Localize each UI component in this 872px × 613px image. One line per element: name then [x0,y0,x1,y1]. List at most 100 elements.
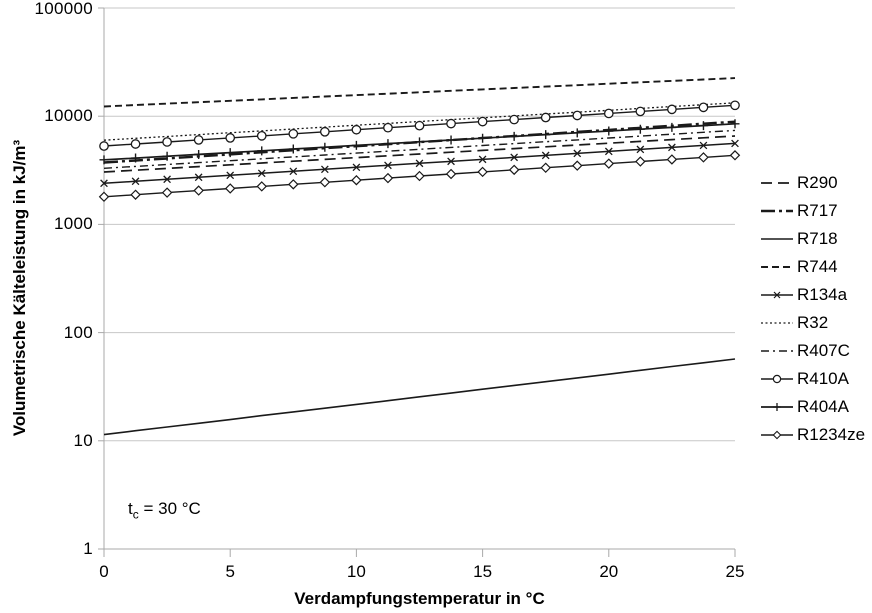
legend-item-R404A: R404A [760,397,849,417]
series-line-R744 [103,77,736,108]
series-R404A-marker-plus [194,149,204,159]
legend-line-sample-R32 [761,322,793,324]
series-R134a-marker-x [226,171,235,180]
legend-label-R134a: R134a [797,285,848,304]
series-R134a-marker-x [257,169,266,178]
series-R134a-marker-x [100,179,108,188]
legend-label-R404A: R404A [797,397,849,416]
y-tick-label-1: 1 [83,539,93,558]
series-R1234ze-marker-diamond [382,172,394,184]
legend-line-sample-R404A [761,403,793,411]
y-tick-label-10000: 10000 [44,106,93,126]
x-tick-label-5: 5 [225,562,235,581]
legend-line-sample-R718 [761,238,793,240]
series-line-R718 [103,358,736,436]
series-R404A-marker-plus [478,133,488,143]
series-R1234ze-marker-diamond [414,170,425,182]
legend-label-R407C: R407C [797,341,850,360]
series-R410A-marker-circle [351,124,362,135]
legend-label-R32: R32 [797,313,829,332]
series-R1234ze-marker-diamond [130,189,141,200]
series-R134a-marker-x [573,149,582,158]
series-R1234ze-marker-diamond [572,160,583,171]
series-R1234ze-marker-diamond [508,164,520,176]
x-tick-label-10: 10 [346,562,366,581]
series-R134a-marker-x [447,157,455,166]
series-R410A-marker-circle [162,137,172,147]
series-R1234ze-marker-diamond [224,183,236,194]
legend: R290 R717 R718 R744 R134a R32 R407C R410A R404A R… [760,0,872,613]
series-R404A-marker-plus [415,137,424,147]
series-R134a-marker-x [415,159,424,168]
series-R404A-marker-plus [225,148,235,158]
legend-item-R290: R290 [760,173,838,193]
legend-line-sample-R717 [761,209,793,213]
series-R134a-marker-x [731,139,739,148]
legend-label-R410A: R410A [797,369,849,388]
legend-item-R744: R744 [760,257,838,277]
annotation-condensing-temperature: tc = 30 °C [128,499,201,521]
series-R1234ze-marker-diamond [161,187,173,198]
legend-label-R290: R290 [797,173,838,192]
series-line-R717 [103,120,736,164]
series-R404A-marker-plus [604,126,614,136]
series-R1234ze-marker-diamond [193,185,204,196]
y-tick-label-10: 10 [73,430,93,450]
series-R404A-marker-plus [446,135,456,145]
annotation-symbol: t [128,499,133,518]
series-R410A-marker-circle [288,128,299,139]
series-R404A-marker-plus [541,130,551,140]
series-R1234ze-marker-diamond [666,154,678,165]
series-R404A-marker-plus [351,140,361,150]
legend-line-sample-R407C [761,350,793,352]
series-R134a-marker-x [604,147,613,156]
series-R404A-marker-plus [257,146,267,156]
series-R1234ze-marker-diamond [635,156,646,167]
legend-item-R717: R717 [760,201,838,221]
series-R134a-marker-x [352,163,361,172]
series-R1234ze-marker-diamond [445,168,457,180]
legend-label-R744: R744 [797,257,838,276]
series-R1234ze-marker-diamond [603,158,615,169]
legend-item-R134a: R134a [760,285,847,305]
series-R410A-marker-circle [572,110,583,121]
series-R404A-marker-plus [320,142,330,152]
x-axis-title: Verdampfungstemperatur in °C [294,589,545,608]
series-R134a-marker-x [478,155,487,164]
legend-label-R718: R718 [797,229,838,248]
series-R134a-marker-x [510,153,519,162]
series-R1234ze-marker-diamond [319,177,331,188]
annotation-value: = 30 °C [138,499,201,518]
series-R134a-marker-x [131,177,140,186]
series-R410A-marker-circle [193,135,204,145]
series-R1234ze-marker-diamond [256,181,267,192]
series-R134a-marker-x [320,165,329,174]
series-R1234ze-marker-diamond [729,150,741,161]
x-tick-label-15: 15 [473,562,493,581]
legend-marker-plus-icon [773,403,781,411]
legend-marker-diamond-icon [772,430,782,440]
legend-line-sample-R134a [761,291,793,299]
series-R410A-marker-circle [256,131,267,141]
series-R404A-marker-plus [162,151,172,161]
series-R1234ze-marker-diamond [288,179,299,190]
y-axis-title: Volumetrische Kälteleistung in kJ/m³ [10,139,29,437]
series-R410A-marker-circle [130,139,141,149]
series-R1234ze-marker-diamond [477,166,488,178]
legend-item-R410A: R410A [760,369,849,389]
series-R134a-marker-x [668,143,676,152]
series-R404A-marker-plus [288,144,298,154]
series-R410A-marker-circle [509,114,520,125]
series-R410A-marker-circle [698,102,709,113]
series-R134a-marker-x [163,175,171,184]
legend-item-R718: R718 [760,229,838,249]
series-R134a-marker-x [699,141,708,150]
legend-marker-circle-icon [772,374,782,384]
series-R404A-marker-plus [131,153,141,163]
legend-item-R32: R32 [760,313,828,333]
series-R134a-marker-x [636,145,645,154]
series-R404A-marker-plus [635,124,645,134]
series-line-R407C [103,129,736,169]
